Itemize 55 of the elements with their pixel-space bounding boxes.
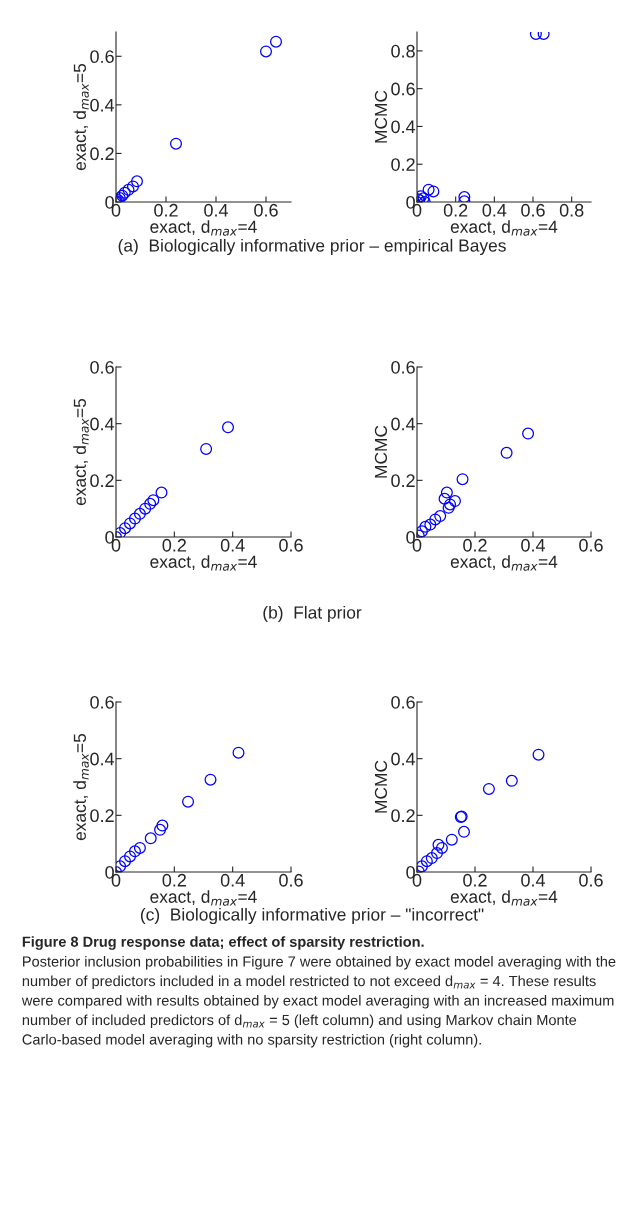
y-tick-label: 0.4 bbox=[391, 120, 416, 134]
x-tick-label: 0.4 bbox=[220, 873, 245, 887]
y-tick-label: 0.2 bbox=[391, 809, 415, 823]
x-tick-label: 0.6 bbox=[279, 538, 303, 552]
y-tick-label: 0.6 bbox=[90, 50, 114, 64]
y-tick-label: 0.2 bbox=[391, 158, 415, 171]
text: (a) Biologically informative prior – empirical Bayes bbox=[118, 238, 506, 256]
x-tick-label: 0.2 bbox=[443, 203, 468, 217]
x-tick-label: 0.6 bbox=[579, 873, 603, 887]
y-tick-label: 0.4 bbox=[391, 752, 416, 766]
x-tick-label: 0.6 bbox=[521, 203, 545, 217]
y-tick-label: 0.4 bbox=[391, 417, 416, 431]
y-tick-label: 0.6 bbox=[90, 695, 114, 709]
y-tick-label: 0.2 bbox=[90, 809, 114, 823]
y-tick-label: 0.4 bbox=[90, 98, 115, 112]
caption: Figure 8 Drug response data; effect of sparsity restriction. bbox=[22, 936, 424, 950]
x-tick-label: 0.4 bbox=[220, 538, 245, 552]
y-tick-label: 0.6 bbox=[391, 360, 415, 374]
y-tick-label: 0.2 bbox=[391, 474, 415, 488]
x-tick-label: 0.6 bbox=[254, 203, 278, 217]
x-tick-label: 0.4 bbox=[482, 203, 507, 217]
y-tick-label: 0.2 bbox=[90, 147, 114, 161]
y-tick-label: 0.4 bbox=[90, 752, 115, 766]
y-axis-title: exact, d$_{max}$=5 bbox=[73, 398, 89, 506]
x-tick-label: 0.6 bbox=[579, 538, 603, 552]
x-tick-label: 0.2 bbox=[162, 873, 186, 887]
x-axis-title: exact, d$_{max}$=4 bbox=[450, 220, 558, 236]
y-tick-label: 0.6 bbox=[391, 82, 415, 96]
x-tick-label: 0.2 bbox=[463, 873, 487, 887]
x-tick-label: 0.2 bbox=[154, 203, 178, 217]
x-tick-label: 0.2 bbox=[162, 538, 186, 552]
x-axis-title: exact, d$_{max}$=4 bbox=[150, 890, 257, 906]
y-axis-title: exact, d$_{max}$=5 bbox=[73, 63, 89, 171]
text: (b) Flat prior bbox=[263, 605, 362, 623]
x-axis-title: exact, d$_{max}$=4 bbox=[450, 555, 558, 571]
y-tick-label: 0.4 bbox=[90, 417, 115, 431]
x-tick-label: 0.2 bbox=[463, 538, 487, 552]
text: (c) Biologically informative prior – "incorrect" bbox=[140, 907, 484, 925]
x-tick-label: 0.4 bbox=[204, 203, 229, 217]
text: Posterior inclusion probabilities in Figure 7 were obtained by exact model averaging with the number of predictors included in a model restricted to not exceed d$_{max}$ = 4. These results were compared with results obtained by exact model averaging with an increased maximum number of included predictors of d$_{max}$ = 5 (left column) and using Markov chain Monte Carlo-based model averaging with no sparsity restriction (right column). bbox=[21, 956, 616, 1048]
x-tick-label: 0.4 bbox=[521, 538, 546, 552]
y-axis-title: MCMC bbox=[374, 425, 388, 478]
x-tick-label: 0.4 bbox=[521, 873, 546, 887]
y-tick-label: 0.6 bbox=[90, 360, 114, 374]
x-axis-title: exact, d$_{max}$=4 bbox=[150, 220, 257, 236]
x-tick-label: 0.6 bbox=[279, 873, 303, 887]
x-tick-label: 0.8 bbox=[559, 203, 584, 217]
x-axis-title: exact, d$_{max}$=4 bbox=[150, 555, 257, 571]
y-axis-title: MCMC bbox=[374, 90, 388, 143]
y-tick-label: 0.8 bbox=[391, 44, 415, 58]
y-tick-label: 0.6 bbox=[391, 695, 415, 709]
y-tick-label: 0.2 bbox=[90, 474, 114, 488]
x-axis-title: exact, d$_{max}$=4 bbox=[450, 890, 558, 906]
y-axis-title: exact, d$_{max}$=5 bbox=[73, 733, 89, 841]
y-axis-title: MCMC bbox=[374, 760, 388, 813]
